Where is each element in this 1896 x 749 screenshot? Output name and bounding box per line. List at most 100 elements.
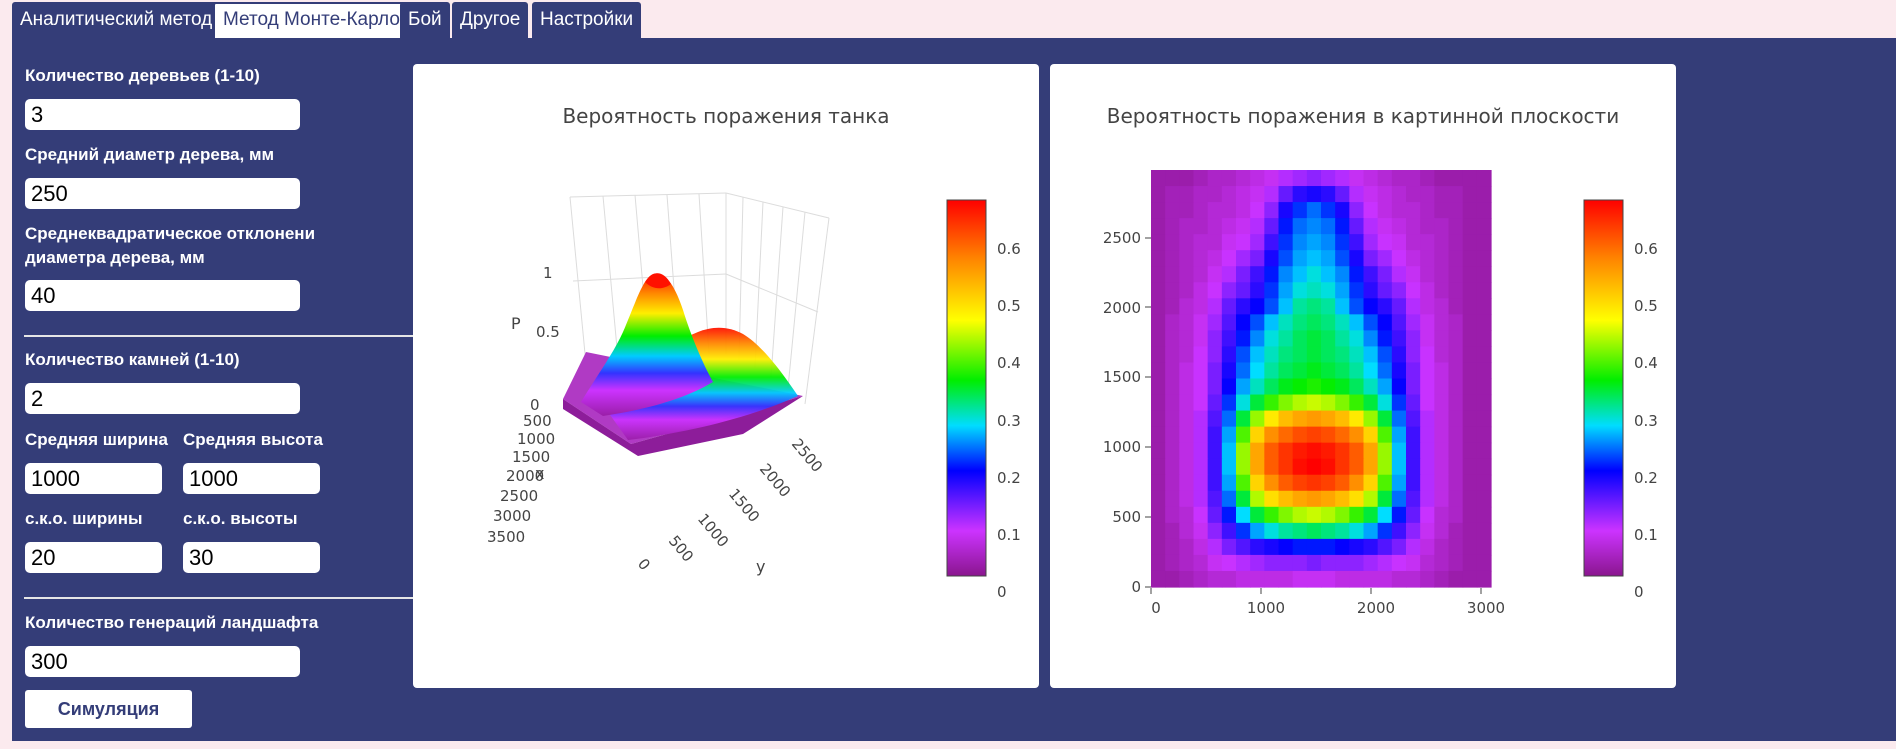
heatmap-cell	[1151, 314, 1166, 331]
heatmap-cell	[1207, 474, 1223, 492]
avg-height-input[interactable]	[183, 463, 320, 494]
tree-sd-input[interactable]	[25, 280, 300, 311]
heatmap-cell	[1391, 506, 1407, 524]
heatmap-cell	[1321, 442, 1336, 460]
stones-count-input[interactable]	[25, 383, 300, 414]
heatmap-cell	[1462, 250, 1478, 267]
heatmap-cell	[1306, 474, 1322, 492]
heatmap-cell	[1250, 330, 1265, 348]
heatmap-cell	[1448, 410, 1464, 428]
heatmap-cell	[1292, 378, 1308, 396]
heatmap-cell	[1434, 314, 1450, 331]
heatmap-cell	[1221, 522, 1237, 540]
heatmap-cell	[1448, 186, 1464, 203]
heatmap-cell	[1236, 554, 1251, 572]
heatmap-cell	[1236, 218, 1251, 235]
heatmap-cell	[1151, 346, 1166, 364]
heatmap-cell	[1406, 458, 1421, 476]
heatmap-cell	[1377, 330, 1393, 348]
heatmap-cell	[1264, 442, 1280, 460]
heatmap-cell	[1221, 554, 1237, 572]
sd-height-input[interactable]	[183, 542, 320, 573]
heatmap-cell	[1434, 394, 1450, 412]
heatmap-cell	[1349, 474, 1365, 492]
simulate-button[interactable]: Симуляция	[25, 690, 192, 728]
heatmap-chart[interactable]: Вероятность поражения в картинной плоско…	[1050, 64, 1676, 688]
heatmap-cell	[1434, 202, 1450, 219]
heatmap-cell	[1391, 298, 1407, 315]
heatmap-cell	[1321, 490, 1336, 508]
heatmap-cell	[1292, 298, 1308, 315]
heatmap-cell	[1391, 330, 1407, 348]
tab-settings[interactable]: Настройки	[532, 2, 642, 38]
heatmap-cell	[1264, 538, 1280, 556]
heatmap-cell	[1250, 410, 1265, 428]
heatmap-cell	[1306, 250, 1322, 267]
heatmap-cell	[1278, 250, 1294, 267]
heatmap-cell	[1406, 570, 1421, 588]
heatmap-cell	[1462, 570, 1478, 588]
avg-width-input[interactable]	[25, 463, 162, 494]
tab-battle[interactable]: Бой	[400, 2, 450, 38]
heatmap-cell	[1377, 314, 1393, 331]
heatmap-cell	[1434, 490, 1450, 508]
tree-diameter-input[interactable]	[25, 178, 300, 209]
heatmap-cell	[1179, 490, 1195, 508]
y-axis-tick: 2500	[788, 435, 826, 476]
heatmap-cell	[1349, 506, 1365, 524]
heatmap-cell	[1476, 314, 1492, 331]
heatmap-cell	[1349, 570, 1365, 588]
heatmap-cell	[1406, 298, 1421, 315]
heatmap-cell	[1306, 458, 1322, 476]
heatmap-cell	[1321, 298, 1336, 315]
sd-width-input[interactable]	[25, 542, 162, 573]
heatmap-cell	[1363, 234, 1379, 251]
heatmap-cell	[1363, 298, 1379, 315]
generations-input[interactable]	[25, 646, 300, 677]
heatmap-cell	[1250, 458, 1265, 476]
heatmap-cell	[1250, 554, 1265, 572]
heatmap-cell	[1363, 170, 1379, 187]
heatmap-cell	[1264, 570, 1280, 588]
heatmap-cell	[1250, 490, 1265, 508]
tab-bar: Аналитический метод Метод Монте-Карло Бо…	[0, 0, 1896, 40]
surface-chart[interactable]: Вероятность поражения танка	[413, 64, 1039, 688]
heatmap-cell	[1236, 410, 1251, 428]
x-axis-tick: 0	[1151, 599, 1161, 617]
heatmap-cell	[1207, 330, 1223, 348]
heatmap-cell	[1207, 522, 1223, 540]
tab-other[interactable]: Другое	[452, 2, 529, 38]
heatmap-cell	[1165, 234, 1180, 251]
heatmap-cell	[1264, 490, 1280, 508]
heatmap-cell	[1462, 202, 1478, 219]
heatmap-cell	[1363, 314, 1379, 331]
heatmap-cell	[1250, 442, 1265, 460]
heatmap-cell	[1165, 426, 1180, 444]
heatmap-cell	[1236, 538, 1251, 556]
z-axis-tick: 0.5	[536, 323, 560, 341]
heatmap-cell	[1462, 554, 1478, 572]
heatmap-cell	[1391, 346, 1407, 364]
tab-monte-carlo[interactable]: Метод Монте-Карло	[213, 2, 410, 38]
heatmap-cell	[1476, 442, 1492, 460]
trees-count-input[interactable]	[25, 99, 300, 130]
heatmap-cell	[1363, 202, 1379, 219]
heatmap-cell	[1377, 442, 1393, 460]
y-axis-tick: 0	[634, 555, 654, 574]
heatmap-cell	[1462, 490, 1478, 508]
heatmap-cell	[1278, 266, 1294, 283]
heatmap-cell	[1448, 250, 1464, 267]
heatmap-cell	[1221, 378, 1237, 396]
colorbar-tick: 0.6	[997, 240, 1021, 258]
heatmap-cell	[1406, 170, 1421, 187]
heatmap-cell	[1278, 522, 1294, 540]
colorbar-tick: 0.5	[1634, 297, 1658, 315]
heatmap-cell	[1448, 570, 1464, 588]
heatmap-cell	[1179, 234, 1195, 251]
heatmap-cell	[1420, 522, 1435, 540]
heatmap-cell	[1363, 250, 1379, 267]
heatmap-cell	[1264, 170, 1280, 187]
heatmap-cell	[1391, 234, 1407, 251]
heatmap-cell	[1264, 394, 1280, 412]
tab-analytic-method[interactable]: Аналитический метод	[12, 2, 221, 38]
